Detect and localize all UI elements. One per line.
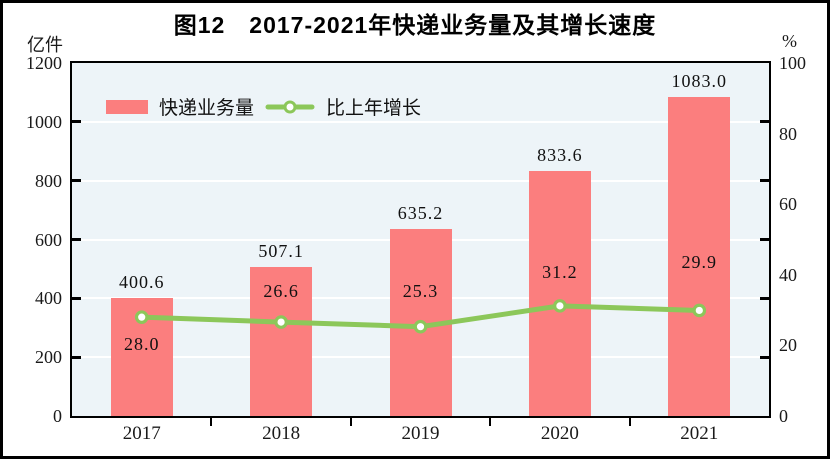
right-axis-tick-label: 60	[779, 194, 797, 215]
gridline	[72, 179, 769, 182]
left-axis-tick-label: 1000	[26, 111, 62, 132]
right-axis-tick	[760, 296, 769, 300]
growth-value-label: 28.0	[123, 334, 160, 355]
bar-value-label: 833.6	[537, 144, 583, 165]
left-axis-tick	[72, 355, 81, 359]
line-marker	[134, 310, 149, 324]
x-axis-tick	[349, 418, 352, 426]
legend-line-label: 比上年增长	[326, 98, 422, 119]
bar-value-label: 635.2	[397, 203, 444, 224]
right-axis-tick	[760, 120, 769, 124]
left-axis-tick	[72, 296, 81, 300]
legend-bar-label: 快递业务量	[159, 98, 255, 119]
legend-bar-swatch	[106, 99, 148, 114]
right-axis-tick-label: 0	[779, 406, 788, 426]
x-axis-category-label: 2018	[262, 423, 301, 444]
bar-value-label: 1083.0	[671, 71, 728, 92]
right-axis-tick-label: 40	[779, 264, 797, 285]
line-marker	[274, 315, 288, 329]
growth-value-label: 26.6	[263, 281, 299, 302]
left-axis-tick	[72, 179, 81, 183]
left-axis-tick-label: 0	[53, 406, 62, 426]
x-axis-tick	[210, 418, 213, 426]
bar	[668, 97, 731, 416]
growth-line-chart	[134, 299, 707, 334]
right-axis-tick-label: 80	[779, 123, 797, 144]
legend-line-swatch	[265, 98, 315, 116]
growth-value-label: 25.3	[402, 280, 439, 301]
bar	[528, 170, 591, 416]
legend: 快递业务量 比上年增长	[106, 93, 421, 120]
bar	[250, 266, 313, 416]
line-marker	[553, 299, 567, 313]
right-axis-tick	[760, 355, 769, 359]
gridline	[72, 120, 769, 123]
bar-value-label: 507.1	[258, 240, 304, 261]
growth-value-label: 29.9	[681, 252, 718, 273]
x-axis-category-label: 2019	[401, 423, 440, 444]
left-axis-tick-label: 800	[35, 170, 62, 191]
left-axis-tick-label: 600	[35, 229, 62, 250]
left-axis-tick-label: 200	[35, 347, 62, 368]
chart-title: 图12 2017-2021年快递业务量及其增长速度	[173, 12, 657, 38]
left-axis-tick	[72, 238, 81, 241]
x-axis-tick	[489, 418, 492, 426]
left-axis-tick	[72, 120, 81, 124]
right-axis-tick	[760, 179, 769, 183]
bar-value-label: 400.6	[118, 272, 165, 293]
left-axis-tick-label: 400	[35, 288, 62, 309]
x-axis-category-label: 2020	[540, 423, 579, 444]
left-axis-unit: 亿件	[27, 35, 63, 55]
right-axis-tick	[760, 238, 769, 241]
x-axis-category-label: 2021	[680, 423, 719, 444]
line-marker	[413, 319, 428, 334]
line-marker	[692, 303, 707, 318]
plot-area: 快递业务量 比上年增长 400.6 507.1 635.2 833.6 1083.0 28…	[70, 61, 771, 418]
growth-value-label: 31.2	[542, 261, 578, 282]
left-axis-tick-label: 1200	[26, 53, 62, 73]
x-axis-tick	[628, 418, 631, 426]
right-axis-tick-label: 100	[779, 53, 806, 73]
right-axis-tick-label: 20	[779, 335, 797, 356]
right-axis-unit: %	[782, 31, 797, 51]
x-axis-category-label: 2017	[122, 423, 161, 444]
